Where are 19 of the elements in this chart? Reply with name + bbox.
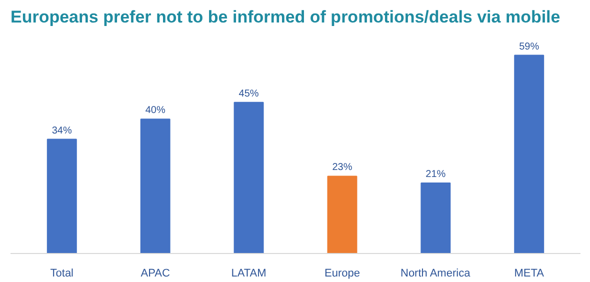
bar: [514, 54, 544, 254]
x-tick-label: LATAM: [231, 268, 266, 280]
chart-title: Europeans prefer not to be informed of promotions/deals via mobile: [10, 8, 560, 26]
data-label: 21%: [426, 168, 446, 180]
x-tick-label: META: [514, 268, 545, 280]
data-label: 34%: [52, 125, 72, 136]
x-tick-label: APAC: [140, 268, 170, 280]
data-label: 23%: [332, 162, 352, 174]
bar: [234, 102, 264, 254]
x-tick-label: Total: [50, 268, 74, 280]
data-label: 59%: [519, 41, 540, 52]
data-label: 40%: [145, 105, 166, 116]
data-label: 45%: [238, 88, 259, 100]
bar: [140, 118, 170, 254]
x-tick-label: Europe: [324, 268, 360, 280]
bar: [46, 138, 77, 254]
x-tick-label: North America: [400, 268, 472, 280]
bar: [420, 182, 451, 254]
bar: [327, 176, 358, 254]
